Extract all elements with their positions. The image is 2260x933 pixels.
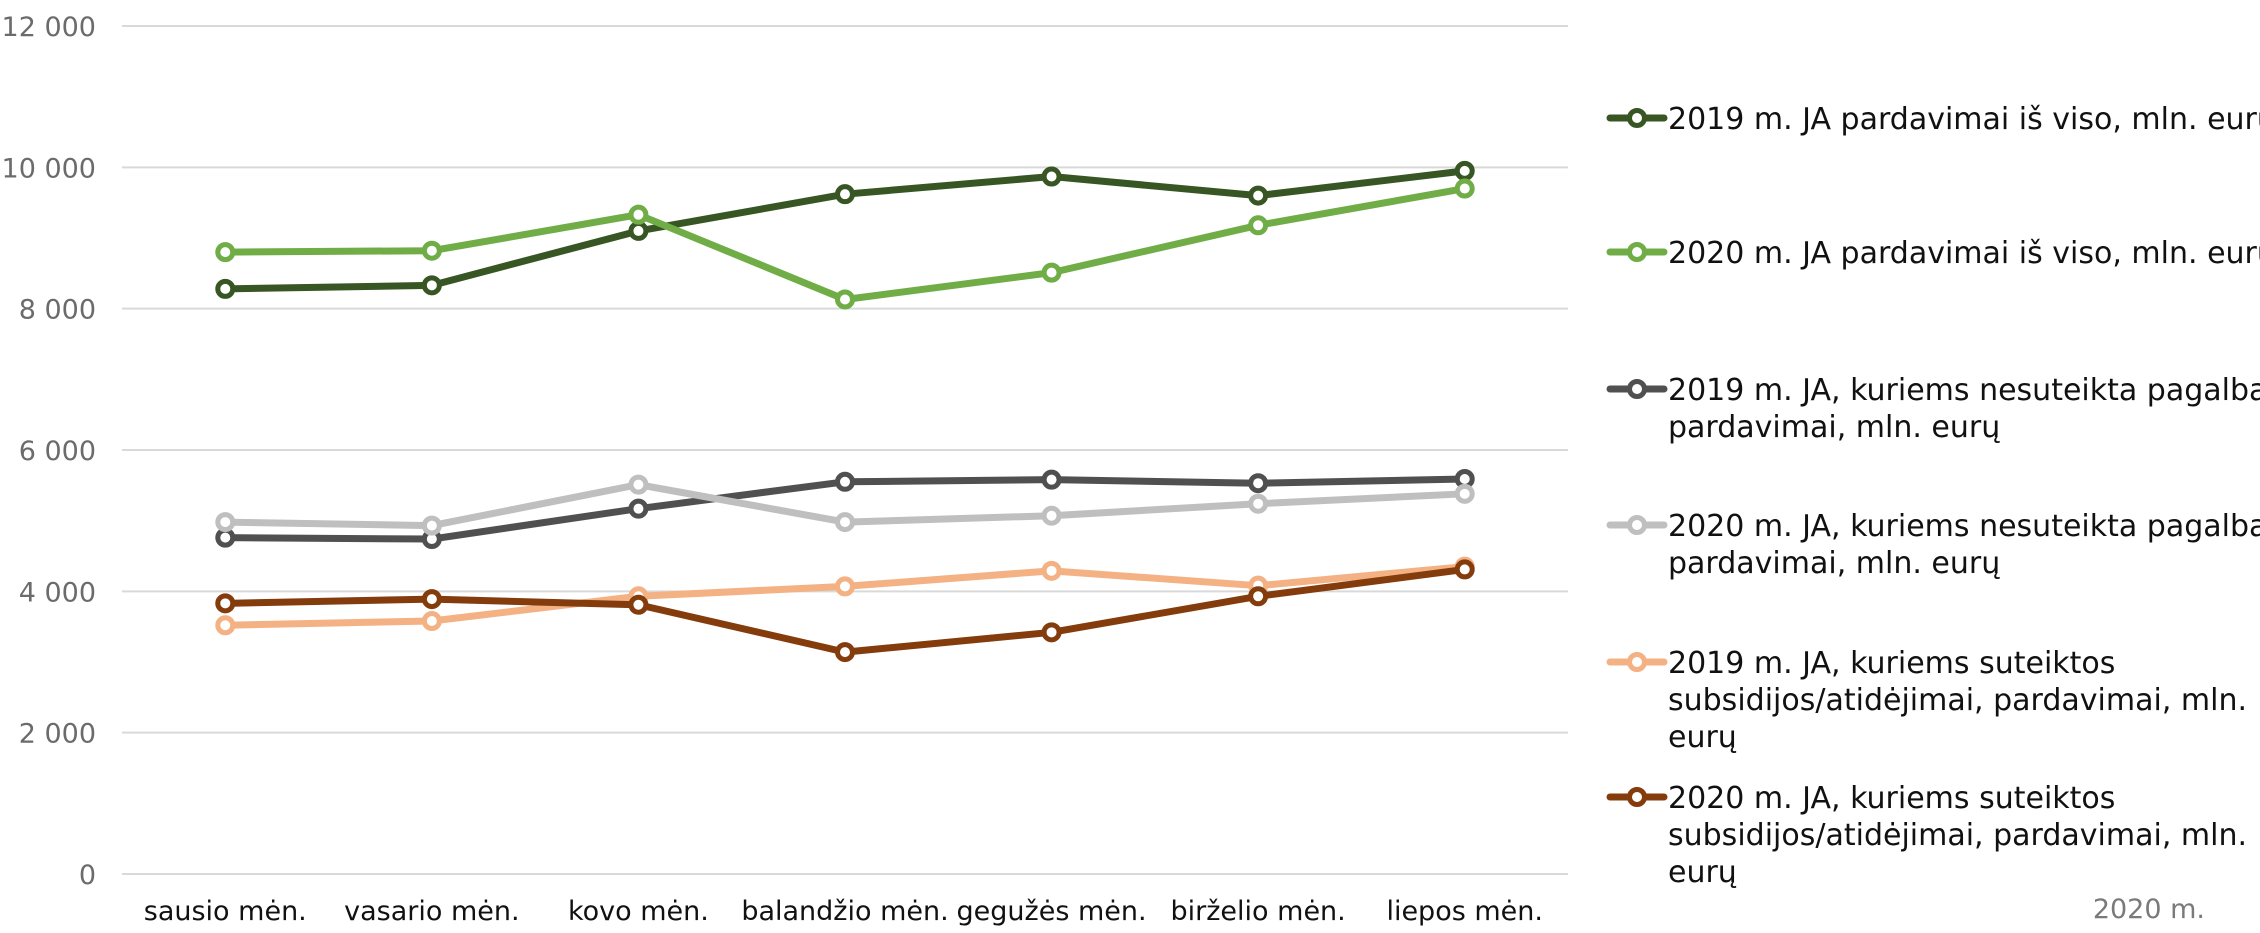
legend-item: 2020 m. JA, kuriems suteiktossubsidijos/… xyxy=(1606,781,2247,890)
legend-swatch-marker xyxy=(1627,108,1647,128)
legend-label: eurų xyxy=(1668,855,1737,890)
data-point xyxy=(628,594,649,615)
x-tick-label: gegužės mėn. xyxy=(957,896,1147,927)
series-4 xyxy=(215,474,1475,536)
data-point xyxy=(835,184,855,205)
data-point xyxy=(421,515,442,536)
x-tick-label: vasario mėn. xyxy=(344,896,519,927)
data-point xyxy=(835,576,855,597)
data-point xyxy=(628,498,649,519)
data-point xyxy=(1454,483,1475,504)
y-tick-label: 0 xyxy=(79,860,96,891)
y-tick-label: 8 000 xyxy=(19,295,96,326)
grid-layer xyxy=(122,25,1568,875)
legend-item: 2020 m. JA pardavimai iš viso, mln. eurų xyxy=(1606,236,2260,271)
legend-item: 2019 m. JA, kuriems suteiktossubsidijos/… xyxy=(1606,646,2247,755)
footnote-label: 2020 m. xyxy=(2093,894,2205,925)
y-tick-label: 12 000 xyxy=(2,12,96,43)
x-tick-label: liepos mėn. xyxy=(1386,896,1543,927)
data-point xyxy=(421,611,442,632)
data-point xyxy=(835,289,855,310)
legend-label: eurų xyxy=(1668,720,1737,755)
legend-label: 2019 m. JA, kuriems suteiktos xyxy=(1668,646,2115,681)
legend-swatch-marker xyxy=(1627,515,1647,535)
data-point xyxy=(215,512,236,533)
data-point xyxy=(1041,505,1062,526)
series-3 xyxy=(215,468,1475,550)
y-axis-ticks: 0 2 000 4 000 6 000 8 000 10 000 12 000 xyxy=(2,12,96,891)
y-tick-label: 6 000 xyxy=(19,436,96,467)
legend: 2019 m. JA pardavimai iš viso, mln. eurų… xyxy=(1606,102,2260,890)
legend-item: 2020 m. JA, kuriems nesuteikta pagalba,p… xyxy=(1606,509,2260,581)
data-point xyxy=(1248,473,1269,494)
data-point xyxy=(628,204,649,225)
data-point xyxy=(1041,166,1062,187)
legend-label: pardavimai, mln. eurų xyxy=(1668,546,2000,581)
data-point xyxy=(835,512,855,533)
data-point xyxy=(1454,559,1475,580)
data-point xyxy=(1248,185,1269,206)
data-point xyxy=(1248,215,1269,236)
data-point xyxy=(628,220,649,241)
legend-label: pardavimai, mln. eurų xyxy=(1668,410,2000,445)
legend-swatch-marker xyxy=(1627,652,1647,672)
legend-label: subsidijos/atidėjimai, pardavimai, mln. xyxy=(1668,683,2247,718)
data-point xyxy=(1248,493,1269,514)
data-point xyxy=(1041,622,1062,643)
legend-label: 2020 m. JA, kuriems suteiktos xyxy=(1668,781,2115,816)
x-axis-ticks: sausio mėn. vasario mėn. kovo mėn. balandži… xyxy=(144,896,1543,927)
x-tick-label: kovo mėn. xyxy=(568,896,709,927)
x-tick-label: sausio mėn. xyxy=(144,896,307,927)
legend-item: 2019 m. JA, kuriems nesuteikta pagalba,p… xyxy=(1606,373,2260,445)
data-point xyxy=(1041,262,1062,283)
series-1 xyxy=(215,160,1475,299)
y-tick-label: 2 000 xyxy=(19,719,96,750)
data-point xyxy=(1454,178,1475,199)
series-layer xyxy=(215,160,1475,663)
data-point xyxy=(1248,586,1269,607)
series-2 xyxy=(215,178,1475,310)
data-point xyxy=(421,589,442,610)
legend-label: 2019 m. JA, kuriems nesuteikta pagalba, xyxy=(1668,373,2260,408)
data-point xyxy=(1041,560,1062,581)
data-point xyxy=(421,240,442,261)
x-tick-label: balandžio mėn. xyxy=(741,896,948,927)
legend-swatch-marker xyxy=(1627,242,1647,262)
data-point xyxy=(215,242,236,263)
data-point xyxy=(215,527,236,548)
data-point xyxy=(215,615,236,636)
data-point xyxy=(215,593,236,614)
y-tick-label: 4 000 xyxy=(19,577,96,608)
y-tick-label: 10 000 xyxy=(2,153,96,184)
x-tick-label: birželio mėn. xyxy=(1171,896,1346,927)
legend-label: 2020 m. JA pardavimai iš viso, mln. eurų xyxy=(1668,236,2260,271)
data-point xyxy=(628,474,649,495)
legend-swatch-marker xyxy=(1627,379,1647,399)
data-point xyxy=(835,642,855,663)
data-point xyxy=(421,275,442,296)
data-point xyxy=(835,471,855,492)
legend-item: 2019 m. JA pardavimai iš viso, mln. eurų xyxy=(1606,102,2260,137)
legend-label: 2020 m. JA, kuriems nesuteikta pagalba, xyxy=(1668,509,2260,544)
series-5 xyxy=(215,556,1475,636)
legend-label: subsidijos/atidėjimai, pardavimai, mln. xyxy=(1668,818,2247,853)
legend-swatch-marker xyxy=(1627,787,1647,807)
data-point xyxy=(215,278,236,299)
data-point xyxy=(1041,469,1062,490)
series-6 xyxy=(215,559,1475,663)
legend-label: 2019 m. JA pardavimai iš viso, mln. eurų xyxy=(1668,102,2260,137)
data-point xyxy=(1454,160,1475,181)
